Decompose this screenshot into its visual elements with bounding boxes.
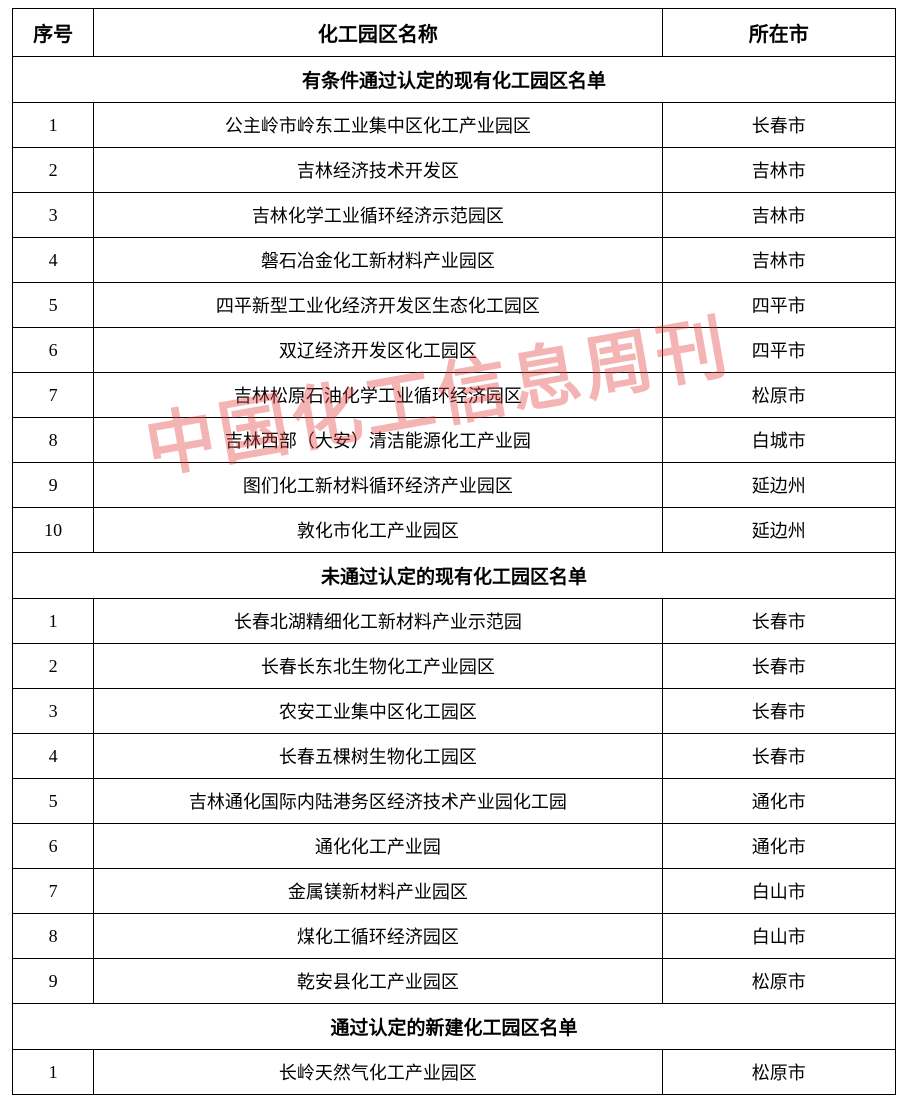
cell-name: 公主岭市岭东工业集中区化工产业园区 [94,103,662,148]
cell-name: 长春北湖精细化工新材料产业示范园 [94,599,662,644]
cell-name: 长岭天然气化工产业园区 [94,1050,662,1095]
table-row: 6双辽经济开发区化工园区四平市 [13,328,896,373]
cell-city: 长春市 [662,103,895,148]
cell-name: 四平新型工业化经济开发区生态化工园区 [94,283,662,328]
section-title: 通过认定的新建化工园区名单 [13,1004,896,1050]
cell-name: 金属镁新材料产业园区 [94,869,662,914]
cell-seq: 8 [13,914,94,959]
cell-seq: 3 [13,689,94,734]
table-row: 2长春长东北生物化工产业园区长春市 [13,644,896,689]
cell-name: 磐石冶金化工新材料产业园区 [94,238,662,283]
cell-name: 吉林通化国际内陆港务区经济技术产业园化工园 [94,779,662,824]
table-row: 10敦化市化工产业园区延边州 [13,508,896,553]
table-row: 6通化化工产业园通化市 [13,824,896,869]
header-row: 序号 化工园区名称 所在市 [13,9,896,57]
cell-seq: 4 [13,734,94,779]
cell-seq: 3 [13,193,94,238]
cell-city: 通化市 [662,779,895,824]
cell-seq: 1 [13,599,94,644]
cell-name: 敦化市化工产业园区 [94,508,662,553]
header-name: 化工园区名称 [94,9,662,57]
cell-city: 四平市 [662,328,895,373]
cell-city: 白城市 [662,418,895,463]
section-header-row: 未通过认定的现有化工园区名单 [13,553,896,599]
cell-seq: 9 [13,463,94,508]
section-header-row: 通过认定的新建化工园区名单 [13,1004,896,1050]
cell-name: 双辽经济开发区化工园区 [94,328,662,373]
cell-name: 农安工业集中区化工园区 [94,689,662,734]
cell-city: 长春市 [662,644,895,689]
cell-name: 长春五棵树生物化工园区 [94,734,662,779]
cell-seq: 4 [13,238,94,283]
cell-seq: 6 [13,824,94,869]
cell-city: 松原市 [662,1050,895,1095]
cell-seq: 2 [13,644,94,689]
cell-name: 煤化工循环经济园区 [94,914,662,959]
cell-city: 松原市 [662,373,895,418]
cell-name: 吉林松原石油化学工业循环经济园区 [94,373,662,418]
section-header-row: 有条件通过认定的现有化工园区名单 [13,57,896,103]
cell-name: 吉林化学工业循环经济示范园区 [94,193,662,238]
cell-city: 长春市 [662,734,895,779]
cell-seq: 1 [13,1050,94,1095]
header-city: 所在市 [662,9,895,57]
cell-seq: 6 [13,328,94,373]
table-row: 7吉林松原石油化学工业循环经济园区松原市 [13,373,896,418]
table-row: 3农安工业集中区化工园区长春市 [13,689,896,734]
cell-seq: 7 [13,869,94,914]
cell-seq: 5 [13,283,94,328]
cell-city: 松原市 [662,959,895,1004]
table-row: 4长春五棵树生物化工园区长春市 [13,734,896,779]
cell-city: 通化市 [662,824,895,869]
table-row: 1公主岭市岭东工业集中区化工产业园区长春市 [13,103,896,148]
header-seq: 序号 [13,9,94,57]
table-row: 9图们化工新材料循环经济产业园区延边州 [13,463,896,508]
cell-name: 图们化工新材料循环经济产业园区 [94,463,662,508]
table-row: 7金属镁新材料产业园区白山市 [13,869,896,914]
data-table: 序号 化工园区名称 所在市 有条件通过认定的现有化工园区名单1公主岭市岭东工业集… [12,8,896,1095]
cell-city: 长春市 [662,689,895,734]
cell-name: 长春长东北生物化工产业园区 [94,644,662,689]
table-row: 9乾安县化工产业园区松原市 [13,959,896,1004]
table-row: 8吉林西部（大安）清洁能源化工产业园白城市 [13,418,896,463]
cell-seq: 1 [13,103,94,148]
table-row: 8煤化工循环经济园区白山市 [13,914,896,959]
cell-name: 吉林经济技术开发区 [94,148,662,193]
cell-seq: 9 [13,959,94,1004]
cell-seq: 2 [13,148,94,193]
cell-city: 长春市 [662,599,895,644]
cell-seq: 10 [13,508,94,553]
table-row: 5吉林通化国际内陆港务区经济技术产业园化工园通化市 [13,779,896,824]
table-row: 5四平新型工业化经济开发区生态化工园区四平市 [13,283,896,328]
table-row: 1长岭天然气化工产业园区松原市 [13,1050,896,1095]
cell-seq: 5 [13,779,94,824]
table-row: 3吉林化学工业循环经济示范园区吉林市 [13,193,896,238]
cell-name: 乾安县化工产业园区 [94,959,662,1004]
cell-seq: 7 [13,373,94,418]
cell-name: 吉林西部（大安）清洁能源化工产业园 [94,418,662,463]
cell-city: 白山市 [662,869,895,914]
cell-city: 四平市 [662,283,895,328]
cell-city: 吉林市 [662,148,895,193]
cell-city: 白山市 [662,914,895,959]
cell-name: 通化化工产业园 [94,824,662,869]
cell-city: 吉林市 [662,238,895,283]
cell-city: 延边州 [662,508,895,553]
table-row: 4磐石冶金化工新材料产业园区吉林市 [13,238,896,283]
table-row: 1长春北湖精细化工新材料产业示范园长春市 [13,599,896,644]
table-row: 2吉林经济技术开发区吉林市 [13,148,896,193]
table-container: 序号 化工园区名称 所在市 有条件通过认定的现有化工园区名单1公主岭市岭东工业集… [0,0,908,1103]
cell-city: 吉林市 [662,193,895,238]
cell-city: 延边州 [662,463,895,508]
section-title: 未通过认定的现有化工园区名单 [13,553,896,599]
cell-seq: 8 [13,418,94,463]
section-title: 有条件通过认定的现有化工园区名单 [13,57,896,103]
